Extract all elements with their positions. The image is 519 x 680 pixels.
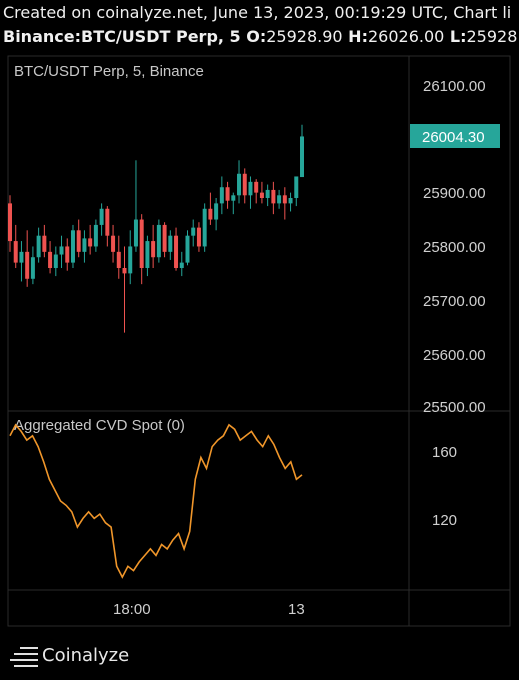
candle-body xyxy=(151,241,156,258)
cvd-line xyxy=(9,423,303,579)
chart-frame xyxy=(7,55,511,627)
candle-body xyxy=(105,208,110,236)
x-tick: 18:00 xyxy=(113,601,151,618)
open-label: O: xyxy=(246,27,267,46)
candle-body xyxy=(265,189,270,198)
candle-body xyxy=(88,238,93,247)
y-tick: 25700.00 xyxy=(423,293,486,310)
candle-body xyxy=(242,173,247,196)
cvd-pane-title: Aggregated CVD Spot (0) xyxy=(14,417,185,434)
candle-body xyxy=(174,235,179,268)
candle-body xyxy=(128,246,133,274)
candle-body xyxy=(116,251,121,268)
ohlc-header: Binance:BTC/USDT Perp, 5 O:25928.90 H:26… xyxy=(3,27,519,46)
coinalyze-logo-icon xyxy=(10,647,38,667)
candle-body xyxy=(99,208,104,225)
candle-body xyxy=(139,219,144,268)
candle-body xyxy=(145,241,150,268)
candle-body xyxy=(225,187,230,201)
symbol-label: Binance:BTC/USDT Perp, 5 xyxy=(3,27,241,46)
candlestick-series xyxy=(8,124,304,333)
candle-body xyxy=(288,198,293,204)
high-value: 26026.00 xyxy=(367,27,445,46)
candle-body xyxy=(36,235,41,258)
candle-body xyxy=(237,173,242,196)
cvd-y-tick: 160 xyxy=(432,444,457,461)
candle-body xyxy=(93,224,98,247)
candle-body xyxy=(168,235,173,252)
candle-body xyxy=(208,208,213,220)
candle-body xyxy=(111,235,116,252)
candle-body xyxy=(48,251,53,268)
candle-body xyxy=(196,227,201,247)
chart-area[interactable]: BTC/USDT Perp, 5, Binance Aggregated CVD… xyxy=(0,54,519,634)
price-pane-title: BTC/USDT Perp, 5, Binance xyxy=(14,63,204,80)
cvd-y-tick: 120 xyxy=(432,512,457,529)
y-tick: 25800.00 xyxy=(423,239,486,256)
coinalyze-brand: Coinalyze xyxy=(42,645,130,666)
chart-created-caption: Created on coinalyze.net, June 13, 2023,… xyxy=(3,3,512,22)
candle-body xyxy=(231,195,236,201)
open-value: 25928.90 xyxy=(266,27,343,46)
candle-body xyxy=(179,262,184,268)
candle-body xyxy=(65,246,70,263)
y-tick: 26100.00 xyxy=(423,78,486,95)
x-tick: 13 xyxy=(288,601,305,618)
current-price-label: 26004.30 xyxy=(422,129,485,146)
y-tick: 25900.00 xyxy=(423,185,486,202)
candle-body xyxy=(277,195,282,204)
high-label: H: xyxy=(348,27,368,46)
candle-body xyxy=(70,230,75,263)
candle-body xyxy=(271,189,276,204)
candle-body xyxy=(248,181,253,196)
candle-body xyxy=(185,235,190,263)
candle-body xyxy=(162,224,167,252)
candle-body xyxy=(254,181,259,193)
candle-body xyxy=(122,268,127,274)
candle-body xyxy=(202,208,207,247)
candle-body xyxy=(76,230,81,252)
candle-body xyxy=(214,203,219,220)
low-label: L: xyxy=(449,27,467,46)
candle-body xyxy=(219,187,224,204)
candle-body xyxy=(53,254,58,268)
candle-body xyxy=(82,238,87,252)
candle-body xyxy=(30,257,35,279)
candle-body xyxy=(191,227,196,236)
candle-body xyxy=(294,176,299,198)
candle-body xyxy=(42,235,47,252)
candle-body xyxy=(25,251,30,279)
candle-body xyxy=(19,251,24,263)
candle-body xyxy=(156,224,161,258)
low-value: 25928.90 xyxy=(466,27,519,46)
candle-body xyxy=(300,136,304,178)
candle-body xyxy=(8,203,12,242)
candle-body xyxy=(282,195,287,204)
candle-body xyxy=(259,192,264,198)
candle-body xyxy=(13,241,18,263)
candle-body xyxy=(59,246,64,255)
y-tick: 25600.00 xyxy=(423,347,486,364)
candle-body xyxy=(133,219,138,247)
current-price-tag xyxy=(410,124,500,148)
y-tick: 25500.00 xyxy=(423,399,486,416)
